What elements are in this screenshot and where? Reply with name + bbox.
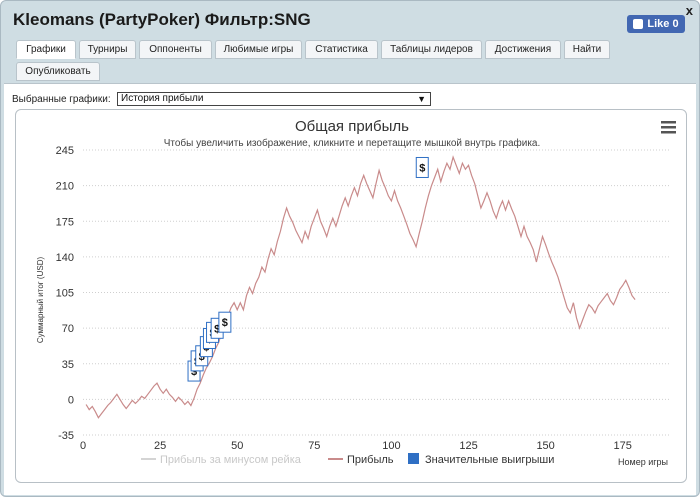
y-tick-label: 105	[56, 288, 74, 300]
facebook-like-label: Like 0	[647, 18, 679, 30]
big-win-flag[interactable]: $	[218, 311, 232, 333]
legend-item-big-wins[interactable]: Значительные выигрыши	[408, 453, 554, 466]
facebook-like-button[interactable]: Like 0	[627, 15, 685, 33]
legend-label: Прибыль	[347, 454, 394, 466]
tab-leaderboards[interactable]: Таблицы лидеров	[381, 40, 482, 59]
y-tick-label: 245	[56, 145, 74, 157]
legend-item-rake[interactable]: Прибыль за минусом рейка	[141, 454, 302, 466]
flag-box	[218, 311, 232, 333]
x-tick-label: 175	[614, 440, 632, 452]
y-tick-label: 175	[56, 216, 74, 228]
tab-graphs[interactable]: Графики	[16, 40, 76, 59]
y-tick-label: 0	[68, 394, 74, 406]
flag-box	[415, 156, 429, 178]
x-tick-label: 75	[308, 440, 320, 452]
tab-publish[interactable]: Опубликовать	[16, 62, 100, 81]
y-tick-label: 35	[62, 359, 74, 371]
thumbs-up-icon	[633, 19, 644, 29]
x-axis-label: Номер игры	[618, 457, 668, 467]
window-title: Kleomans (PartyPoker) Фильтр:SNG	[13, 10, 311, 29]
y-tick-label: 140	[56, 252, 74, 264]
tab-tournaments[interactable]: Турниры	[79, 40, 136, 59]
tab-opponents[interactable]: Оппоненты	[139, 40, 212, 59]
graph-selector-value: История прибыли	[121, 93, 204, 104]
chart-title: Общая прибыль	[295, 118, 409, 135]
chart-container[interactable]: Общая прибыль Чтобы увеличить изображени…	[15, 109, 687, 483]
tab-achievements[interactable]: Достижения	[485, 40, 561, 59]
big-win-flag[interactable]: $	[415, 156, 429, 178]
y-tick-label: 210	[56, 181, 74, 193]
profit-chart[interactable]: Общая прибыль Чтобы увеличить изображени…	[16, 110, 688, 484]
x-tick-label: 100	[382, 440, 400, 452]
legend-swatch	[408, 453, 419, 464]
hamburger-menu-icon[interactable]	[661, 121, 676, 134]
x-tick-label: 25	[154, 440, 166, 452]
chart-subtitle: Чтобы увеличить изображение, кликните и …	[164, 137, 541, 149]
graph-selector-label: Выбранные графики:	[12, 94, 111, 105]
y-tick-label: -35	[58, 430, 74, 442]
legend-label: Значительные выигрыши	[425, 454, 554, 466]
x-tick-label: 150	[536, 440, 554, 452]
chevron-down-icon: ▼	[417, 94, 426, 104]
legend-item-profit[interactable]: Прибыль	[328, 454, 394, 466]
tab-favorite-games[interactable]: Любимые игры	[215, 40, 302, 59]
close-icon[interactable]: x	[685, 3, 693, 18]
profit-line	[85, 155, 636, 419]
tab-find[interactable]: Найти	[564, 40, 610, 59]
y-axis-label: Суммарный итог (USD)	[36, 257, 45, 344]
flag-label: $	[214, 323, 220, 335]
flag-label: $	[419, 162, 425, 174]
graph-selector-dropdown[interactable]: История прибыли ▼	[117, 92, 431, 106]
y-tick-label: 70	[62, 323, 74, 335]
tab-statistics[interactable]: Статистика	[305, 40, 378, 59]
x-tick-label: 50	[231, 440, 243, 452]
flag-label: $	[222, 317, 228, 329]
x-tick-label: 0	[80, 440, 86, 452]
flag-label: $	[191, 366, 197, 378]
legend-label: Прибыль за минусом рейка	[160, 454, 302, 466]
x-tick-label: 125	[459, 440, 477, 452]
